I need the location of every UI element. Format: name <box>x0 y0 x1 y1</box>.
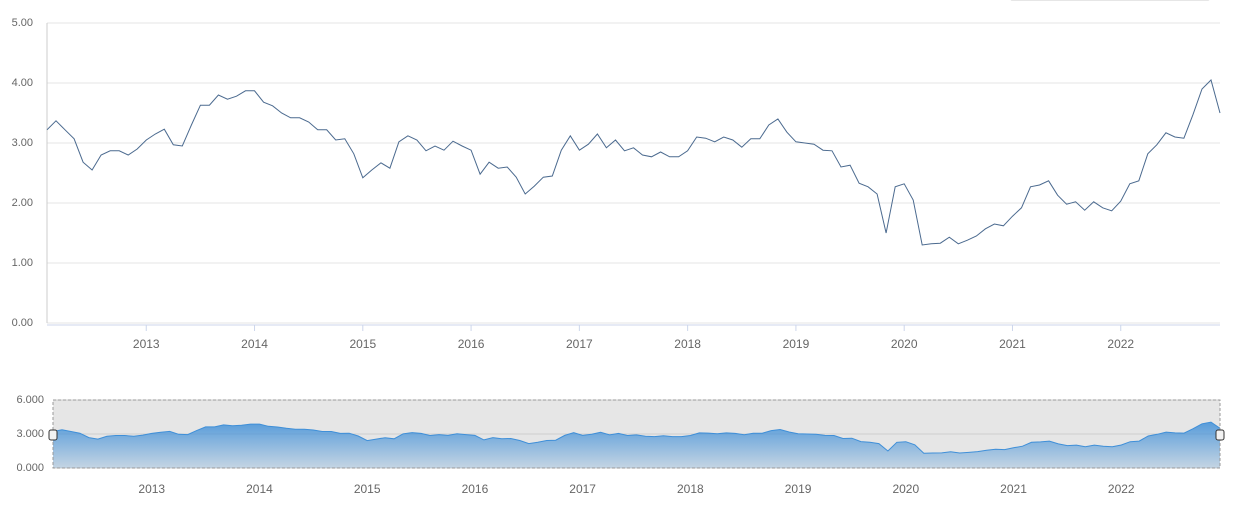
navigator-x-label: 2016 <box>462 482 489 496</box>
x-tick-label: 2022 <box>1107 337 1134 351</box>
navigator-y-label: 0.000 <box>16 462 44 474</box>
navigator-x-label: 2022 <box>1108 482 1135 496</box>
y-tick-label: 1.00 <box>12 257 33 269</box>
x-tick-label: 2021 <box>999 337 1026 351</box>
navigator-handle[interactable] <box>48 429 58 441</box>
navigator-x-label: 2020 <box>892 482 919 496</box>
x-tick-label: 2018 <box>674 337 701 351</box>
navigator-x-label: 2017 <box>569 482 596 496</box>
navigator-x-label: 2014 <box>246 482 273 496</box>
navigator-y-label: 3.000 <box>16 428 44 440</box>
x-tick-label: 2015 <box>349 337 376 351</box>
navigator-x-label: 2018 <box>677 482 704 496</box>
x-tick-label: 2019 <box>783 337 810 351</box>
x-tick-label: 2014 <box>241 337 268 351</box>
navigator-x-label: 2019 <box>785 482 812 496</box>
y-tick-label: 5.00 <box>12 17 33 29</box>
navigator-x-label: 2021 <box>1000 482 1027 496</box>
data-line <box>46 79 1221 246</box>
x-tick-label: 2017 <box>566 337 593 351</box>
x-tick-label: 2020 <box>891 337 918 351</box>
navigator-y-label: 6.000 <box>16 394 44 406</box>
navigator-handle[interactable] <box>1215 429 1225 441</box>
navigator-x-label: 2013 <box>138 482 165 496</box>
y-tick-label: 4.00 <box>12 77 33 89</box>
y-tick-label: 0.00 <box>12 317 33 329</box>
navigator-line <box>52 421 1221 454</box>
y-tick-label: 2.00 <box>12 197 33 209</box>
navigator-x-label: 2015 <box>354 482 381 496</box>
y-tick-label: 3.00 <box>12 137 33 149</box>
x-tick-label: 2016 <box>458 337 485 351</box>
x-tick-label: 2013 <box>133 337 160 351</box>
